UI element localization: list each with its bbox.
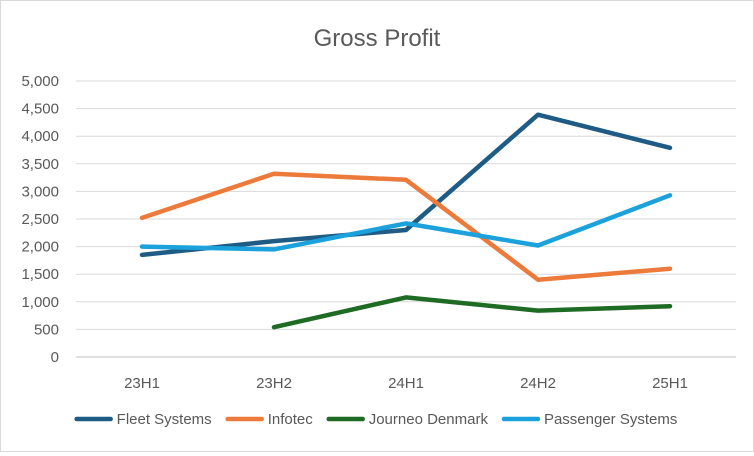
- x-tick-label: 23H1: [124, 375, 160, 392]
- y-tick-label: 500: [34, 321, 59, 338]
- series-line-fleet-systems: [139, 112, 673, 258]
- x-tick-label: 24H2: [520, 375, 556, 392]
- legend-label-passenger-systems: Passenger Systems: [544, 411, 677, 428]
- y-tick-label: 3,500: [21, 156, 59, 173]
- y-tick-label: 2,000: [21, 239, 59, 256]
- y-tick-label: 4,000: [21, 128, 59, 145]
- x-tick-label: 23H2: [256, 375, 292, 392]
- chart-title: Gross Profit: [314, 25, 441, 52]
- y-tick-label: 4,500: [21, 101, 59, 118]
- y-tick-label: 5,000: [21, 73, 59, 90]
- y-tick-label: 2,500: [21, 211, 59, 228]
- series-lines: [139, 112, 673, 330]
- y-tick-label: 3,000: [21, 183, 59, 200]
- y-tick-label: 1,000: [21, 294, 59, 311]
- legend-label-fleet-systems: Fleet Systems: [117, 411, 212, 428]
- legend-label-infotec: Infotec: [268, 411, 314, 428]
- y-tick-label: 0: [51, 349, 59, 366]
- series-line-passenger-systems: [139, 193, 673, 252]
- series-line-journeo-denmark: [271, 295, 673, 330]
- x-tick-label: 24H1: [388, 375, 424, 392]
- series-line-infotec: [139, 171, 673, 282]
- legend: Fleet Systems Infotec Journeo Denmark Passe…: [74, 411, 677, 428]
- legend-label-journeo-denmark: Journeo Denmark: [369, 411, 489, 428]
- x-axis-tick-labels: 23H1 23H2 24H1 24H2 25H1: [124, 375, 688, 392]
- y-tick-label: 1,500: [21, 266, 59, 283]
- x-tick-label: 25H1: [652, 375, 688, 392]
- gridlines: [76, 80, 736, 358]
- y-axis-tick-labels: 0 500 1,000 1,500 2,000 2,500 3,000 3,500 4,000 4…: [21, 73, 59, 366]
